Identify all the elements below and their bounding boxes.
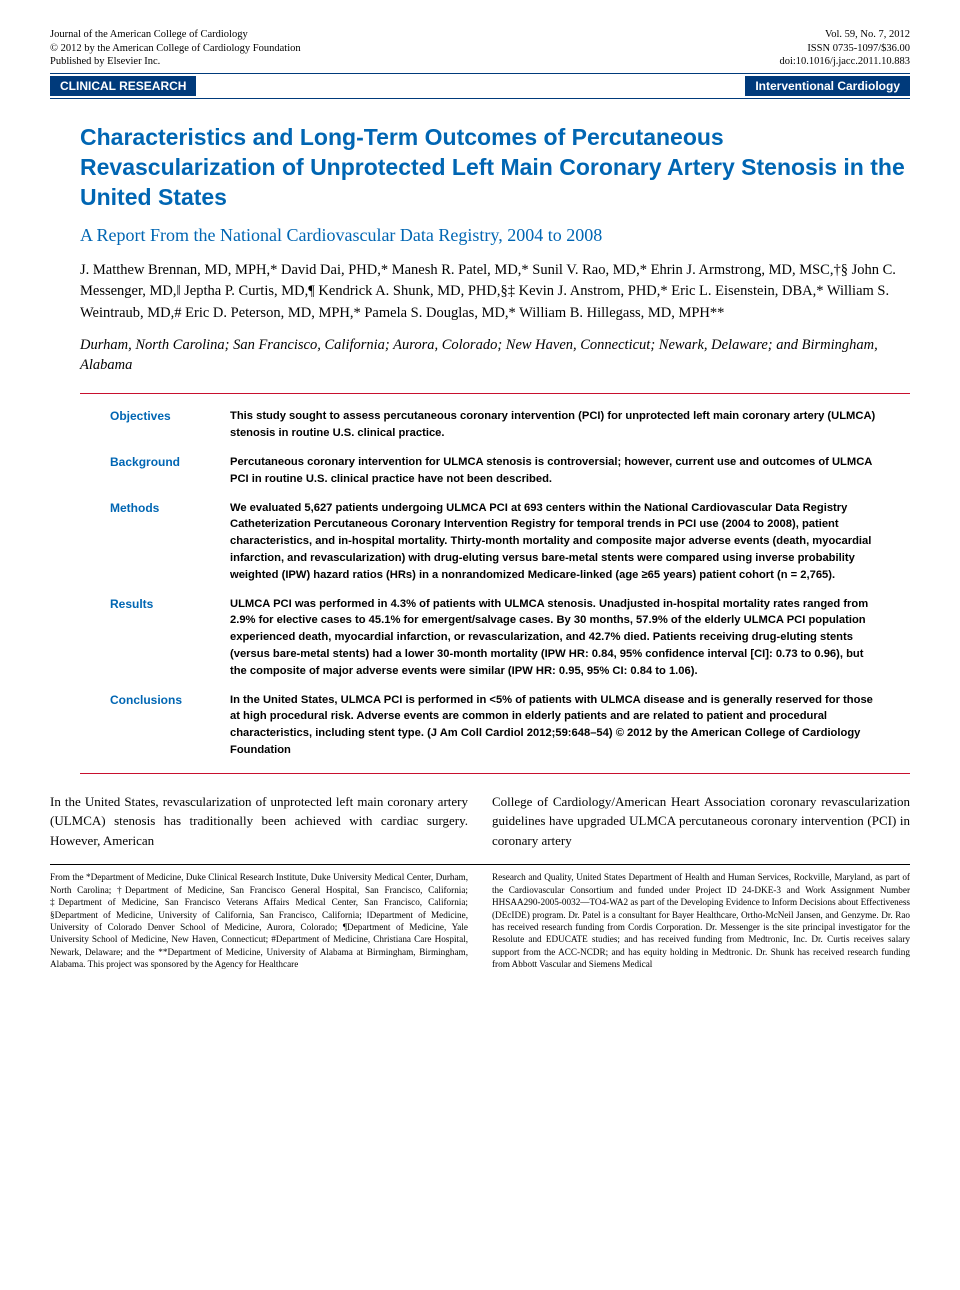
footnote-block: From the *Department of Medicine, Duke C… bbox=[50, 871, 910, 970]
abstract-label-results: Results bbox=[110, 596, 230, 680]
header-left: Journal of the American College of Cardi… bbox=[50, 28, 301, 69]
abstract-text-objectives: This study sought to assess percutaneous… bbox=[230, 408, 880, 442]
footnote-column-right: Research and Quality, United States Depa… bbox=[492, 871, 910, 970]
abstract-label-conclusions: Conclusions bbox=[110, 692, 230, 759]
copyright-line: © 2012 by the American College of Cardio… bbox=[50, 42, 301, 56]
author-list: J. Matthew Brennan, MD, MPH,* David Dai,… bbox=[80, 260, 910, 325]
abstract-label-background: Background bbox=[110, 454, 230, 488]
abstract-label-objectives: Objectives bbox=[110, 408, 230, 442]
publisher-line: Published by Elsevier Inc. bbox=[50, 55, 301, 69]
article-subtitle: A Report From the National Cardiovascula… bbox=[80, 225, 910, 246]
volume-issue: Vol. 59, No. 7, 2012 bbox=[779, 28, 910, 42]
article-title: Characteristics and Long-Term Outcomes o… bbox=[80, 123, 910, 213]
divider-bottom bbox=[80, 773, 910, 774]
abstract-text-conclusions: In the United States, ULMCA PCI is perfo… bbox=[230, 692, 880, 759]
abstract-text-results: ULMCA PCI was performed in 4.3% of patie… bbox=[230, 596, 880, 680]
footnote-column-left: From the *Department of Medicine, Duke C… bbox=[50, 871, 468, 970]
abstract-background: Background Percutaneous coronary interve… bbox=[110, 454, 880, 488]
body-text: In the United States, revascularization … bbox=[50, 792, 910, 851]
running-header: Journal of the American College of Cardi… bbox=[50, 28, 910, 69]
abstract-label-methods: Methods bbox=[110, 500, 230, 584]
abstract-text-methods: We evaluated 5,627 patients undergoing U… bbox=[230, 500, 880, 584]
footnote-rule bbox=[50, 864, 910, 865]
divider-top bbox=[80, 393, 910, 394]
issn-line: ISSN 0735-1097/$36.00 bbox=[779, 42, 910, 56]
header-right: Vol. 59, No. 7, 2012 ISSN 0735-1097/$36.… bbox=[779, 28, 910, 69]
category-clinical-research: CLINICAL RESEARCH bbox=[50, 76, 196, 96]
abstract-text-background: Percutaneous coronary intervention for U… bbox=[230, 454, 880, 488]
category-interventional-cardiology: Interventional Cardiology bbox=[745, 76, 910, 96]
doi-line: doi:10.1016/j.jacc.2011.10.883 bbox=[779, 55, 910, 69]
category-bar-row: CLINICAL RESEARCH Interventional Cardiol… bbox=[50, 73, 910, 99]
abstract-objectives: Objectives This study sought to assess p… bbox=[110, 408, 880, 442]
abstract-methods: Methods We evaluated 5,627 patients unde… bbox=[110, 500, 880, 584]
structured-abstract: Objectives This study sought to assess p… bbox=[110, 408, 910, 758]
body-column-right: College of Cardiology/American Heart Ass… bbox=[492, 792, 910, 851]
body-column-left: In the United States, revascularization … bbox=[50, 792, 468, 851]
affiliation-cities: Durham, North Carolina; San Francisco, C… bbox=[80, 335, 910, 376]
journal-name: Journal of the American College of Cardi… bbox=[50, 28, 301, 42]
abstract-results: Results ULMCA PCI was performed in 4.3% … bbox=[110, 596, 880, 680]
abstract-conclusions: Conclusions In the United States, ULMCA … bbox=[110, 692, 880, 759]
